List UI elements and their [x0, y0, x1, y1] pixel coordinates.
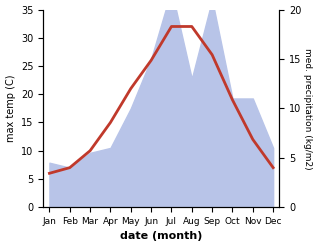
Y-axis label: max temp (C): max temp (C)	[5, 75, 16, 142]
X-axis label: date (month): date (month)	[120, 231, 203, 242]
Y-axis label: med. precipitation (kg/m2): med. precipitation (kg/m2)	[303, 48, 313, 169]
